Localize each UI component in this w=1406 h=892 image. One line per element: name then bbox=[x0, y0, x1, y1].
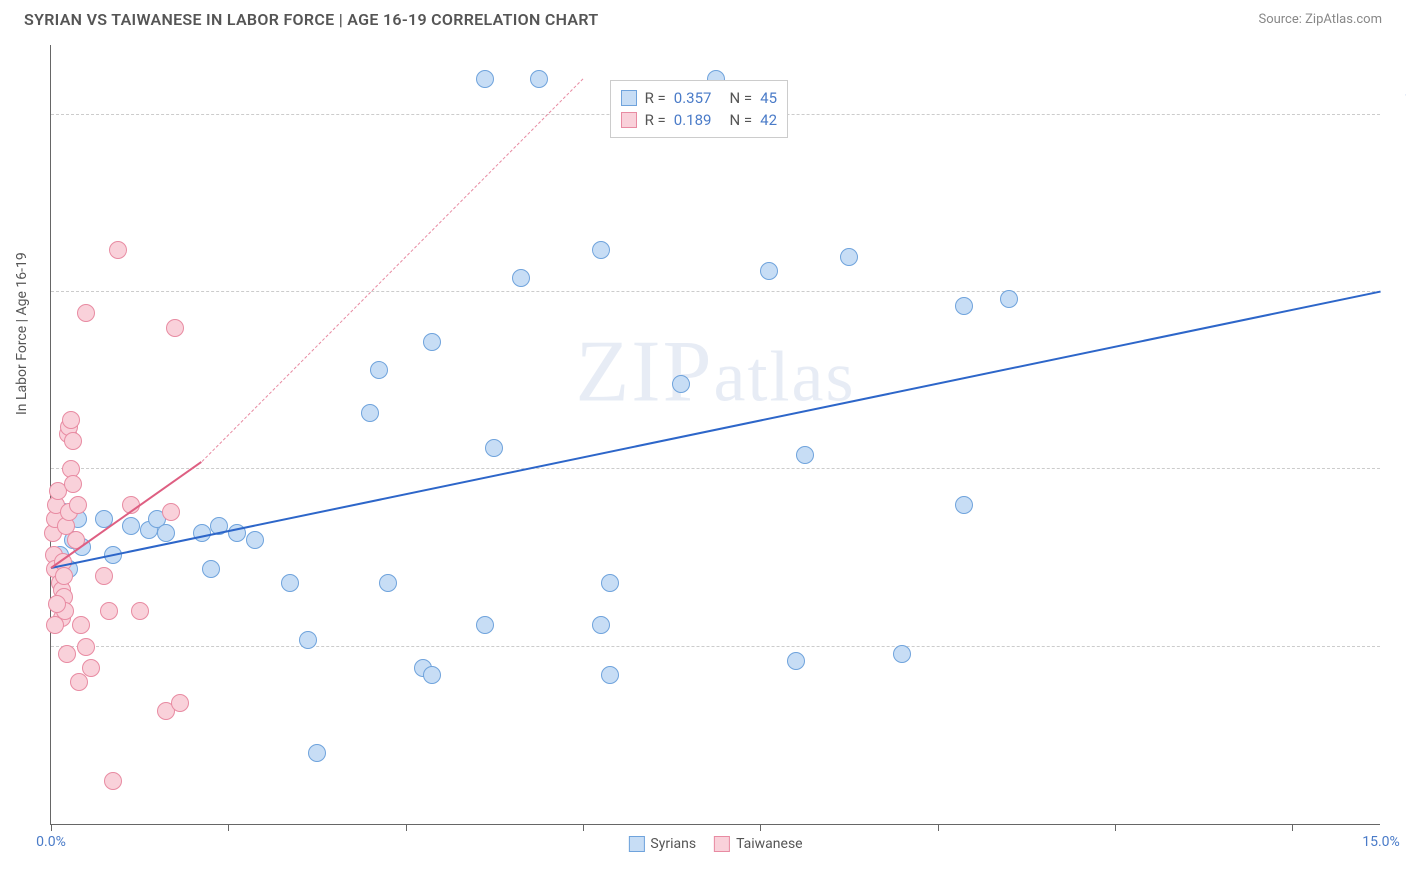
data-point bbox=[308, 744, 326, 762]
correlation-legend: R = 0.357 N = 45 R = 0.189 N = 42 bbox=[610, 80, 788, 138]
data-point bbox=[58, 645, 76, 663]
data-point bbox=[601, 574, 619, 592]
trend-line bbox=[51, 290, 1381, 569]
data-point bbox=[299, 631, 317, 649]
legend-n-value: 42 bbox=[760, 111, 777, 129]
legend-r-value: 0.189 bbox=[674, 111, 712, 129]
y-tick-label: 100.0% bbox=[1390, 91, 1406, 107]
data-point bbox=[48, 595, 66, 613]
data-point bbox=[166, 319, 184, 337]
x-tick bbox=[1115, 824, 1116, 831]
data-point bbox=[62, 411, 80, 429]
legend-n-label: N = bbox=[729, 89, 752, 107]
legend-row: R = 0.189 N = 42 bbox=[621, 109, 777, 131]
data-point bbox=[95, 567, 113, 585]
data-point bbox=[64, 432, 82, 450]
legend-label: Syrians bbox=[650, 836, 696, 852]
grid-line bbox=[51, 646, 1380, 647]
data-point bbox=[104, 772, 122, 790]
data-point bbox=[840, 248, 858, 266]
data-point bbox=[246, 531, 264, 549]
data-point bbox=[476, 70, 494, 88]
data-point bbox=[423, 333, 441, 351]
legend-n-value: 45 bbox=[760, 89, 777, 107]
data-point bbox=[592, 616, 610, 634]
data-point bbox=[530, 70, 548, 88]
chart-container: In Labor Force | Age 16-19 ZIPatlas 25.0… bbox=[0, 35, 1406, 885]
data-point bbox=[100, 602, 118, 620]
data-point bbox=[379, 574, 397, 592]
legend-r-label: R = bbox=[645, 111, 666, 129]
data-point bbox=[476, 616, 494, 634]
data-point bbox=[1000, 290, 1018, 308]
x-tick bbox=[51, 824, 52, 831]
y-tick-label: 75.0% bbox=[1390, 268, 1406, 284]
legend-row: R = 0.357 N = 45 bbox=[621, 87, 777, 109]
data-point bbox=[55, 567, 73, 585]
data-point bbox=[485, 439, 503, 457]
data-point bbox=[601, 666, 619, 684]
legend-label: Taiwanese bbox=[736, 836, 803, 852]
source-label: Source: ZipAtlas.com bbox=[1258, 12, 1382, 27]
data-point bbox=[122, 517, 140, 535]
legend-item: Syrians bbox=[628, 836, 696, 852]
x-tick bbox=[228, 824, 229, 831]
data-point bbox=[77, 304, 95, 322]
data-point bbox=[955, 496, 973, 514]
x-tick bbox=[760, 824, 761, 831]
legend-swatch bbox=[621, 112, 637, 128]
grid-line bbox=[51, 291, 1380, 292]
data-point bbox=[361, 404, 379, 422]
y-tick-label: 25.0% bbox=[1390, 623, 1406, 639]
data-point bbox=[157, 524, 175, 542]
legend-r-label: R = bbox=[645, 89, 666, 107]
data-point bbox=[202, 560, 220, 578]
data-point bbox=[423, 666, 441, 684]
grid-line bbox=[51, 468, 1380, 469]
x-tick bbox=[583, 824, 584, 831]
data-point bbox=[131, 602, 149, 620]
data-point bbox=[370, 361, 388, 379]
legend-swatch bbox=[621, 90, 637, 106]
data-point bbox=[82, 659, 100, 677]
x-tick bbox=[1292, 824, 1293, 831]
x-tick-label: 15.0% bbox=[1362, 834, 1400, 850]
data-point bbox=[64, 475, 82, 493]
x-tick-label: 0.0% bbox=[36, 834, 66, 850]
y-tick-label: 50.0% bbox=[1390, 445, 1406, 461]
plot-area: ZIPatlas 25.0%50.0%75.0%100.0%0.0%15.0%R… bbox=[50, 45, 1380, 825]
x-tick bbox=[406, 824, 407, 831]
data-point bbox=[281, 574, 299, 592]
data-point bbox=[893, 645, 911, 663]
data-point bbox=[171, 694, 189, 712]
data-point bbox=[955, 297, 973, 315]
data-point bbox=[162, 503, 180, 521]
chart-title: SYRIAN VS TAIWANESE IN LABOR FORCE | AGE… bbox=[24, 10, 598, 29]
data-point bbox=[512, 269, 530, 287]
legend-item: Taiwanese bbox=[714, 836, 803, 852]
legend-r-value: 0.357 bbox=[674, 89, 712, 107]
data-point bbox=[46, 616, 64, 634]
legend-swatch bbox=[628, 836, 644, 852]
data-point bbox=[69, 496, 87, 514]
legend-swatch bbox=[714, 836, 730, 852]
data-point bbox=[796, 446, 814, 464]
x-tick bbox=[938, 824, 939, 831]
data-point bbox=[787, 652, 805, 670]
legend-n-label: N = bbox=[729, 111, 752, 129]
data-point bbox=[72, 616, 90, 634]
y-axis-label: In Labor Force | Age 16-19 bbox=[14, 252, 30, 415]
data-point bbox=[109, 241, 127, 259]
data-point bbox=[592, 241, 610, 259]
data-point bbox=[760, 262, 778, 280]
data-point bbox=[672, 375, 690, 393]
series-legend: Syrians Taiwanese bbox=[628, 836, 802, 852]
data-point bbox=[77, 638, 95, 656]
